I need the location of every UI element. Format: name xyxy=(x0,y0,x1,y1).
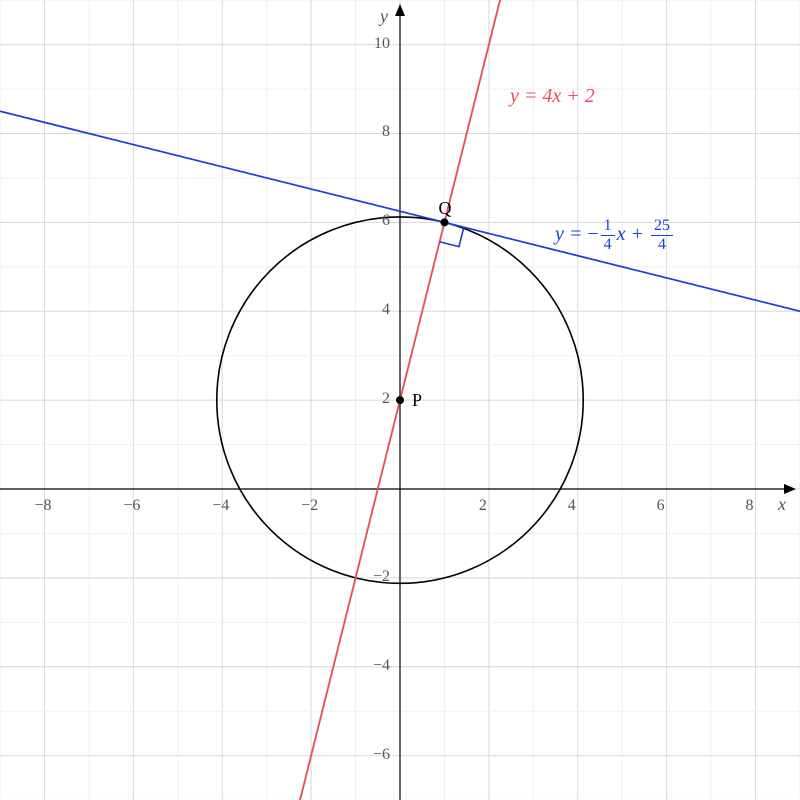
xtick-label: −8 xyxy=(34,497,51,515)
eq-blue-neg: − xyxy=(587,223,598,245)
x-axis-label: x xyxy=(778,494,786,515)
point-q xyxy=(440,218,448,226)
y-axis-label: y xyxy=(380,6,388,27)
eq-blue-lhs: y = xyxy=(555,223,587,245)
eq-blue-mid: x + xyxy=(617,223,649,245)
ytick-label: −6 xyxy=(373,746,390,764)
xtick-label: 2 xyxy=(479,497,487,515)
point-label-p: P xyxy=(412,390,422,411)
ytick-label: −4 xyxy=(373,657,390,675)
ytick-label: 10 xyxy=(374,35,390,53)
equation-blue-line: y = −14x + 254 xyxy=(555,218,675,253)
eq-blue-frac1: 14 xyxy=(601,218,615,253)
plot-svg xyxy=(0,0,800,800)
ytick-label: 8 xyxy=(382,123,390,141)
ytick-label: 6 xyxy=(382,212,390,230)
point-p xyxy=(396,396,404,404)
xtick-label: 4 xyxy=(568,497,576,515)
equation-red-line: y = 4x + 2 xyxy=(510,85,595,108)
coordinate-plane: x y y = 4x + 2 y = −14x + 254 P Q −8−6−4… xyxy=(0,0,800,800)
eq-blue-frac2: 254 xyxy=(651,218,673,253)
xtick-label: 6 xyxy=(657,497,665,515)
xtick-label: −2 xyxy=(301,497,318,515)
xtick-label: −4 xyxy=(212,497,229,515)
ytick-label: 2 xyxy=(382,390,390,408)
ytick-label: 4 xyxy=(382,301,390,319)
xtick-label: −6 xyxy=(123,497,140,515)
point-label-q: Q xyxy=(438,198,451,219)
ytick-label: −2 xyxy=(373,568,390,586)
xtick-label: 8 xyxy=(746,497,754,515)
